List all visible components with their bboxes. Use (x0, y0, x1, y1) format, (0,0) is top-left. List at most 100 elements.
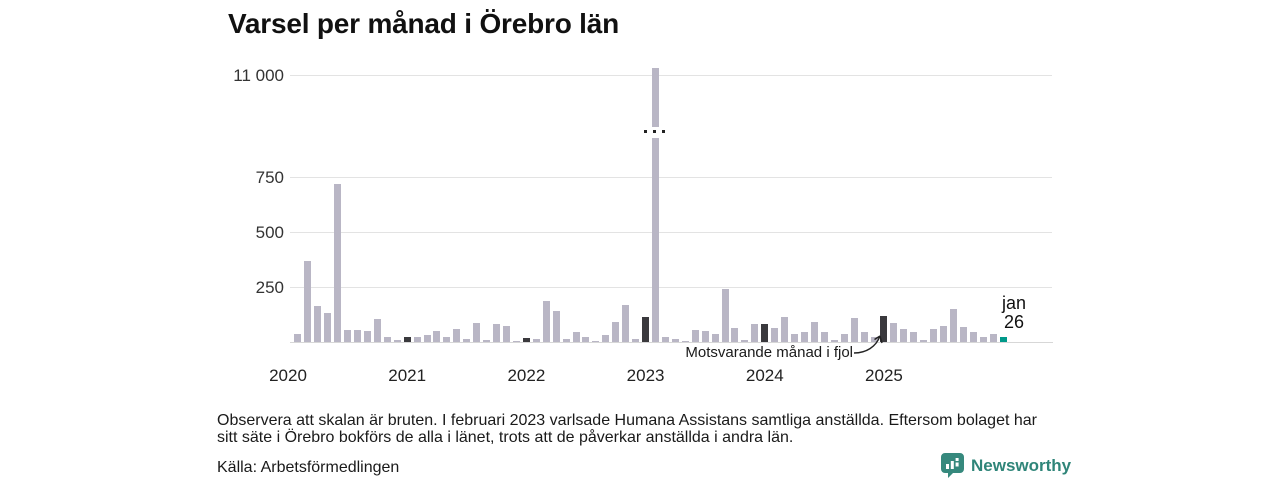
bar-2024-06 (810, 322, 818, 342)
bar-2020-05 (324, 313, 332, 342)
bar-2021-02 (413, 336, 421, 342)
gridline-500 (290, 232, 1052, 233)
footnote-line-1: Observera att skalan är bruten. I februa… (217, 412, 1037, 429)
bar-2020-04 (314, 305, 322, 342)
gridline-250 (290, 287, 1052, 288)
bar-2022-04 (552, 311, 560, 342)
bar-2023-11 (741, 339, 749, 342)
bar-2022-08 (592, 340, 600, 342)
bar-2024-12 (870, 336, 878, 342)
bar-spike-top-segment (652, 68, 660, 127)
bar-2023-10 (731, 327, 739, 342)
y-axis-tick-label: 500 (255, 223, 284, 242)
scale-break-dot (662, 129, 666, 133)
newsworthy-badge-icon (941, 453, 964, 478)
bar-2021-03 (423, 335, 431, 342)
bar-2023-06 (691, 329, 699, 342)
bar-2024-01 (761, 324, 769, 342)
bar-2021-05 (443, 336, 451, 342)
bar-2023-04 (671, 338, 679, 342)
bar-2023-02-broken (644, 68, 666, 342)
y-axis-tick-label: 11 000 (233, 66, 284, 85)
current-month-label-month: jan (1001, 293, 1027, 313)
bar-2021-11 (503, 325, 511, 342)
bar-2023-01 (642, 316, 650, 342)
gridline-11000 (290, 75, 1052, 76)
newsworthy-wordmark: Newsworthy (971, 455, 1072, 475)
bar-2025-02 (890, 323, 898, 342)
bar-2021-10 (493, 324, 501, 342)
x-axis-year-label-2022: 2022 (507, 366, 546, 385)
bar-2022-07 (582, 336, 590, 342)
bar-2021-12 (512, 340, 520, 342)
bar-2024-09 (840, 334, 848, 342)
scale-break-dot (644, 129, 648, 133)
scale-break-dot (653, 129, 657, 133)
bar-2023-03 (661, 336, 669, 342)
bar-2024-03 (781, 316, 789, 342)
x-axis-line (290, 342, 1053, 343)
bar-2020-02 (294, 334, 302, 342)
bar-2020-11 (383, 336, 391, 342)
bar-2021-08 (473, 323, 481, 342)
bar-2023-12 (751, 324, 759, 342)
bar-2022-03 (542, 301, 550, 342)
bar-2024-02 (771, 327, 779, 342)
x-axis-year-label-2024: 2024 (745, 366, 784, 385)
footnote: Observera att skalan är bruten. I februa… (217, 412, 1077, 446)
bar-2020-09 (363, 331, 371, 342)
bar-2020-07 (344, 329, 352, 342)
bar-2020-03 (304, 260, 312, 342)
bar-2020-08 (354, 329, 362, 342)
annotation-same-month-last-year: Motsvarande månad i fjol (685, 344, 853, 361)
bar-2025-10 (969, 332, 977, 342)
bar-2024-04 (791, 334, 799, 342)
footnote-line-2: sitt säte i Örebro bokförs de alla i län… (217, 428, 794, 446)
annotation-arrow-icon (853, 335, 883, 354)
bar-spike-bottom-segment (652, 138, 660, 342)
bar-2021-09 (483, 339, 491, 342)
bar-2025-03 (900, 328, 908, 342)
bar-2024-08 (830, 339, 838, 342)
x-axis-year-label-2020: 2020 (269, 366, 307, 385)
bar-2025-12 (989, 334, 997, 342)
bar-2023-05 (681, 340, 689, 342)
bar-2022-06 (572, 332, 580, 342)
bar-2025-06 (930, 328, 938, 342)
bar-2025-01 (880, 315, 888, 342)
bar-2025-08 (950, 309, 957, 342)
bar-2022-10 (612, 322, 620, 342)
bar-2020-12 (393, 339, 401, 342)
bar-2025-04 (910, 332, 918, 342)
current-month-label: jan 26 (992, 294, 1036, 332)
bar-2024-07 (820, 332, 828, 342)
bar-2025-07 (940, 325, 948, 342)
bar-2021-04 (433, 331, 441, 342)
bar-2025-05 (920, 339, 928, 342)
x-axis-year-label-2023: 2023 (626, 366, 665, 385)
page-title: Varsel per månad i Örebro län (228, 8, 620, 39)
x-axis-year-label-2025: 2025 (865, 366, 903, 385)
bar-2023-08 (711, 334, 719, 342)
bar-2021-01 (403, 336, 411, 342)
bar-2023-09 (721, 289, 729, 342)
gridline-750 (290, 177, 1052, 178)
bar-2022-12 (632, 338, 640, 342)
bar-2023-07 (701, 331, 709, 342)
bar-2022-02 (532, 338, 540, 342)
x-axis-year-label-2021: 2021 (388, 366, 427, 385)
y-axis-tick-label: 750 (255, 168, 284, 187)
bar-2022-09 (602, 335, 610, 342)
y-axis-tick-label: 250 (255, 278, 284, 297)
bar-2021-06 (453, 328, 461, 342)
bar-2022-05 (562, 338, 570, 342)
source-label: Källa: Arbetsförmedlingen (217, 459, 400, 476)
bar-2024-10 (850, 317, 858, 342)
newsworthy-logo: Newsworthy (941, 453, 1071, 478)
bar-2025-11 (979, 336, 987, 342)
bar-2025-09 (959, 326, 967, 342)
current-month-label-year: 26 (1003, 312, 1025, 332)
bar-2022-01 (522, 337, 530, 342)
scale-break-dots-icon (644, 129, 667, 133)
